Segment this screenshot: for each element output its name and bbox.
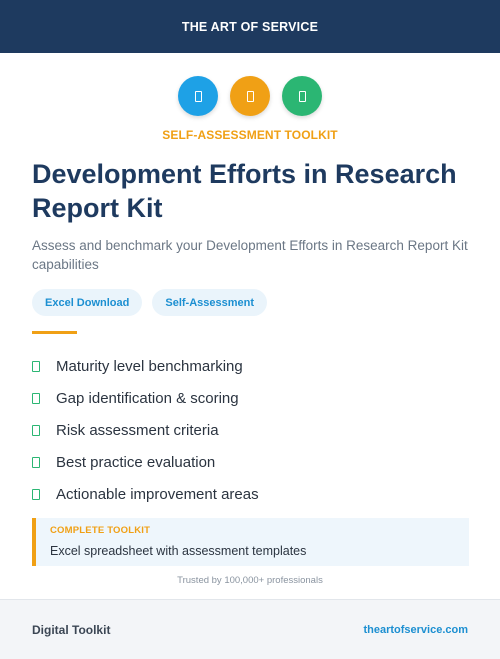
callout-description: Excel spreadsheet with assessment templa… — [50, 544, 307, 558]
brand-name: THE ART OF SERVICE — [181, 19, 319, 34]
feature-text: Best practice evaluation — [56, 453, 216, 471]
feature-list: Maturity level benchmarking Gap identifi… — [32, 350, 472, 510]
document-icon — [282, 76, 322, 116]
eyebrow-label: SELF-ASSESSMENT TOOLKIT — [162, 128, 338, 142]
document-icon — [178, 76, 218, 116]
accent-divider — [32, 331, 77, 334]
check-icon — [32, 360, 40, 372]
feature-item: Gap identification & scoring — [32, 382, 472, 414]
feature-text: Maturity level benchmarking — [56, 357, 243, 375]
tag-self-assessment: Self-Assessment — [152, 289, 268, 316]
check-icon — [32, 456, 40, 468]
website-link[interactable]: theartofservice.com — [363, 623, 468, 636]
header-bar: THE ART OF SERVICE — [0, 0, 500, 53]
footer: Digital Toolkit theartofservice.com — [0, 599, 500, 659]
feature-text: Gap identification & scoring — [56, 389, 239, 407]
subtitle: Assess and benchmark your Development Ef… — [32, 238, 468, 272]
page-title: Development Efforts in Research Report K… — [32, 159, 457, 223]
callout-label: COMPLETE TOOLKIT — [50, 525, 151, 536]
feature-item: Actionable improvement areas — [32, 478, 472, 510]
feature-item: Best practice evaluation — [32, 446, 472, 478]
toolkit-callout: COMPLETE TOOLKIT Excel spreadsheet with … — [32, 518, 469, 566]
feature-text: Actionable improvement areas — [56, 485, 259, 503]
tag-list: Excel Download Self-Assessment — [32, 289, 268, 316]
footer-label: Digital Toolkit — [32, 622, 111, 637]
icon-row — [0, 76, 500, 116]
feature-text: Risk assessment criteria — [56, 421, 219, 439]
check-icon — [32, 424, 40, 436]
tag-excel-download: Excel Download — [32, 289, 143, 316]
check-icon — [32, 392, 40, 404]
trusted-note: Trusted by 100,000+ professionals — [177, 575, 323, 586]
document-icon — [230, 76, 270, 116]
feature-item: Risk assessment criteria — [32, 414, 472, 446]
feature-item: Maturity level benchmarking — [32, 350, 472, 382]
check-icon — [32, 488, 40, 500]
